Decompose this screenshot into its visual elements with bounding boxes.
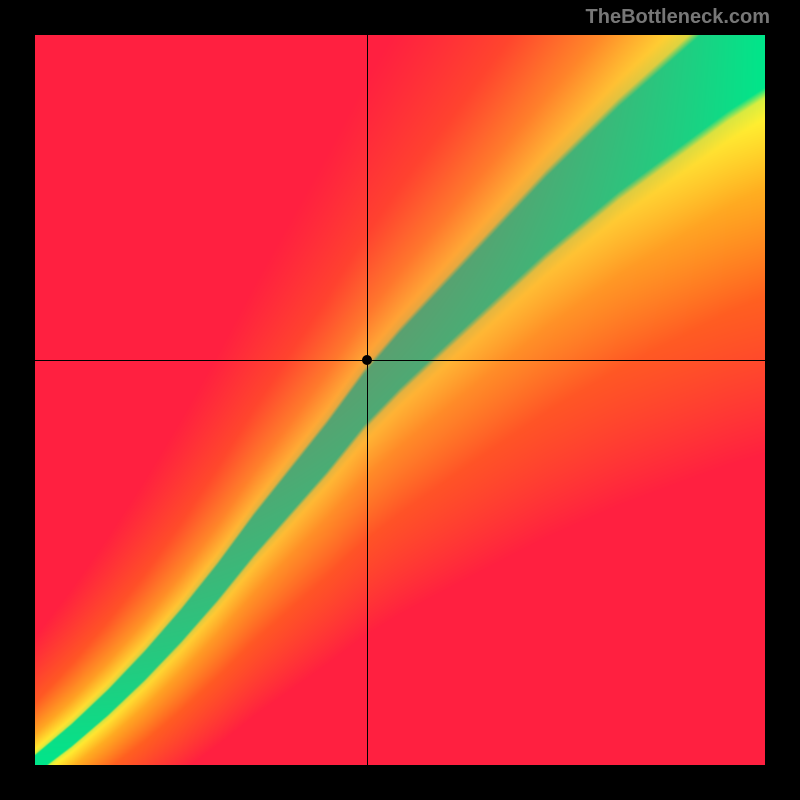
heatmap-canvas <box>35 35 765 765</box>
data-point-marker <box>362 355 372 365</box>
crosshair-vertical <box>367 35 368 765</box>
plot-area <box>35 35 765 765</box>
crosshair-horizontal <box>35 360 765 361</box>
chart-container: TheBottleneck.com <box>0 0 800 800</box>
watermark-text: TheBottleneck.com <box>586 6 770 29</box>
